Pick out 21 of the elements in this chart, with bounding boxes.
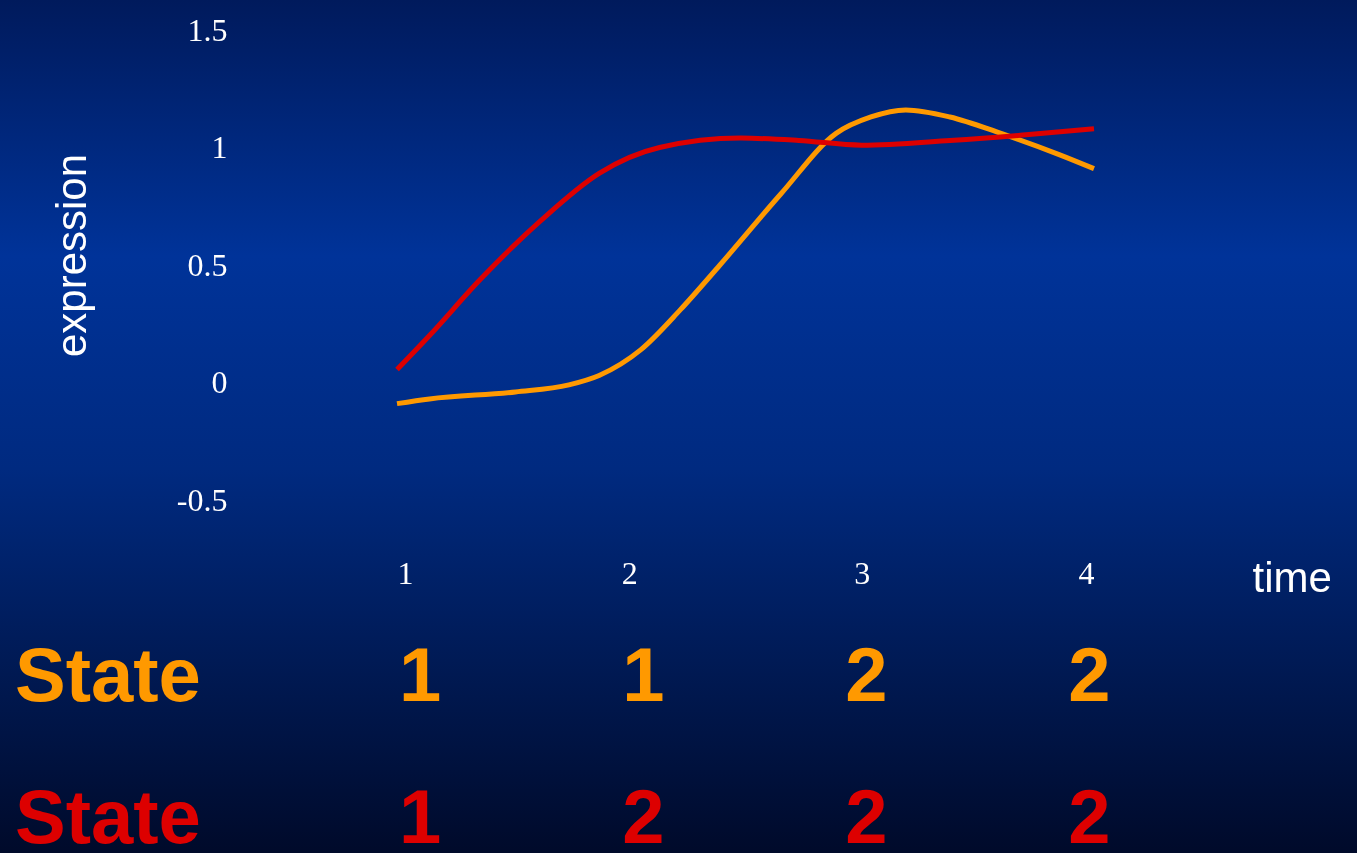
x-axis-title: time — [1252, 553, 1332, 601]
x-tick-label: 4 — [1078, 554, 1095, 591]
y-axis-title: expression — [47, 153, 95, 358]
text: 2 — [622, 774, 665, 853]
y-tick-label: 1 — [211, 129, 228, 165]
text: 1 — [399, 774, 442, 853]
text: 1 — [622, 632, 665, 717]
text: 2 — [845, 632, 888, 717]
text: 2 — [1068, 632, 1111, 717]
y-tick-label: 1.5 — [187, 11, 228, 48]
text: 2 — [1068, 774, 1111, 853]
text: State — [15, 774, 201, 853]
text: 1 — [399, 632, 442, 717]
x-tick-label: 1 — [397, 554, 414, 591]
text: State — [15, 632, 201, 717]
x-tick-label: 2 — [621, 554, 638, 591]
text: 2 — [845, 774, 888, 853]
y-tick-label: -0.5 — [176, 481, 228, 518]
y-tick-label: 0 — [211, 364, 228, 400]
x-tick-label: 3 — [854, 554, 871, 591]
y-tick-label: 0.5 — [187, 246, 228, 283]
